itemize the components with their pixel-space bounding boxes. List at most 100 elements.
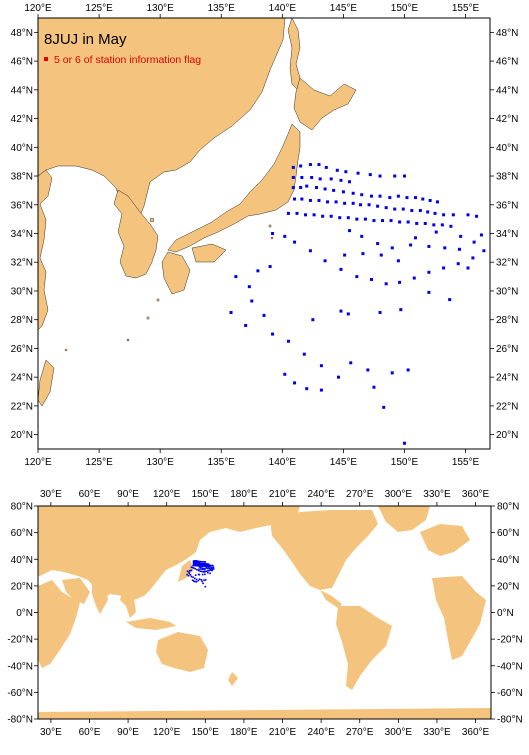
world-station-marker <box>205 565 208 568</box>
station-marker <box>479 233 483 237</box>
station-marker <box>398 280 402 284</box>
station-marker <box>475 214 479 218</box>
world-station-marker <box>207 563 210 566</box>
world-station-marker <box>204 579 207 581</box>
world-station-marker <box>202 563 205 565</box>
world-lon-tick-label-bottom: 90°E <box>117 727 139 738</box>
station-marker <box>293 197 297 201</box>
lat-tick-label-left: 20°N <box>11 430 33 441</box>
world-lat-tick-label-right: -60°N <box>497 688 523 699</box>
lon-tick-label-top: 125°E <box>85 3 113 14</box>
station-marker <box>283 234 287 238</box>
world-station-marker <box>210 567 212 570</box>
regional-map: 120°E 120°E 125°E 125°E 130°E 130°E 135°E 135°E… <box>11 3 519 468</box>
world-station-marker <box>199 560 202 563</box>
station-marker <box>435 200 439 204</box>
lon-tick-label-bottom: 155°E <box>452 457 480 468</box>
world-station-marker <box>197 563 199 566</box>
station-marker <box>311 318 315 322</box>
lat-tick-label-right: 30°N <box>496 286 518 297</box>
station-marker <box>466 213 470 217</box>
legend-label: 5 or 6 of station information flag <box>54 54 201 66</box>
world-station-marker <box>197 561 200 564</box>
world-station-marker <box>200 568 202 570</box>
world-station-markers <box>186 560 215 588</box>
world-station-marker <box>209 565 211 568</box>
station-marker <box>300 175 304 179</box>
lat-tick-label-right: 42°N <box>496 114 518 125</box>
station-marker <box>389 219 393 223</box>
world-station-marker <box>193 560 196 562</box>
world-lat-tick-label-left: 0°N <box>16 608 33 619</box>
world-lon-tick-label-top: 240°E <box>307 489 335 500</box>
station-marker <box>286 211 290 215</box>
world-station-marker <box>194 574 197 577</box>
world-station-marker <box>199 566 202 569</box>
station-marker <box>271 232 275 235</box>
world-station-marker <box>200 563 203 566</box>
station-marker <box>339 309 343 313</box>
world-station-marker <box>202 565 204 567</box>
station-marker <box>304 213 308 217</box>
station-marker <box>305 184 309 188</box>
station-marker <box>305 387 309 391</box>
station-marker <box>434 230 438 234</box>
world-station-marker <box>192 567 195 569</box>
station-marker <box>378 174 382 178</box>
station-marker <box>376 204 380 208</box>
world-station-marker <box>204 561 207 563</box>
world-station-marker <box>199 562 202 565</box>
station-marker <box>234 275 238 279</box>
world-station-marker <box>187 574 190 577</box>
world-lat-tick-label-right: 80°N <box>497 502 519 513</box>
station-marker <box>332 188 336 192</box>
station-marker <box>433 211 437 215</box>
world-station-marker <box>208 567 211 570</box>
world-station-marker <box>195 564 198 567</box>
world-station-marker <box>201 570 203 573</box>
world-station-marker <box>203 564 206 566</box>
world-station-marker <box>197 579 200 582</box>
world-station-marker <box>192 576 194 579</box>
world-station-marker <box>204 563 207 565</box>
station-marker <box>384 282 388 286</box>
station-marker <box>396 194 400 198</box>
station-marker <box>334 200 338 204</box>
station-marker <box>250 299 254 303</box>
world-lon-tick-label-top: 300°E <box>385 489 413 500</box>
world-station-marker <box>201 567 204 569</box>
world-station-marker <box>194 564 196 567</box>
world-station-marker <box>201 561 204 563</box>
lat-tick-label-right: 40°N <box>496 143 518 154</box>
world-lat-tick-label-right: 40°N <box>497 555 519 566</box>
world-station-marker <box>204 573 206 576</box>
world-station-marker <box>194 564 197 567</box>
station-marker <box>310 175 314 179</box>
lon-tick-label-top: 155°E <box>452 3 480 14</box>
station-marker <box>410 209 414 213</box>
station-marker <box>384 206 388 210</box>
station-marker <box>423 221 427 225</box>
station-marker <box>368 173 372 177</box>
lat-tick-label-right: 20°N <box>496 430 518 441</box>
station-marker <box>390 371 394 375</box>
world-lat-tick-label-right: -20°N <box>497 635 523 646</box>
lat-tick-label-left: 48°N <box>11 28 33 39</box>
world-station-marker <box>211 568 214 571</box>
station-marker <box>308 198 312 202</box>
world-lon-tick-label-bottom: 360°E <box>462 727 490 738</box>
station-marker <box>466 266 470 270</box>
world-station-marker <box>192 580 195 582</box>
station-marker <box>343 253 347 257</box>
station-marker <box>427 244 431 248</box>
station-marker <box>338 216 342 220</box>
world-station-marker <box>207 571 209 574</box>
world-station-marker <box>201 573 204 576</box>
station-marker <box>291 165 295 169</box>
regional-axis-ticks: 120°E 120°E 125°E 125°E 130°E 130°E 135°E 135°E… <box>11 3 519 468</box>
station-marker <box>372 385 376 389</box>
world-station-marker <box>209 572 211 575</box>
world-station-marker <box>197 562 199 565</box>
station-marker <box>360 193 364 197</box>
station-marker <box>323 259 327 263</box>
